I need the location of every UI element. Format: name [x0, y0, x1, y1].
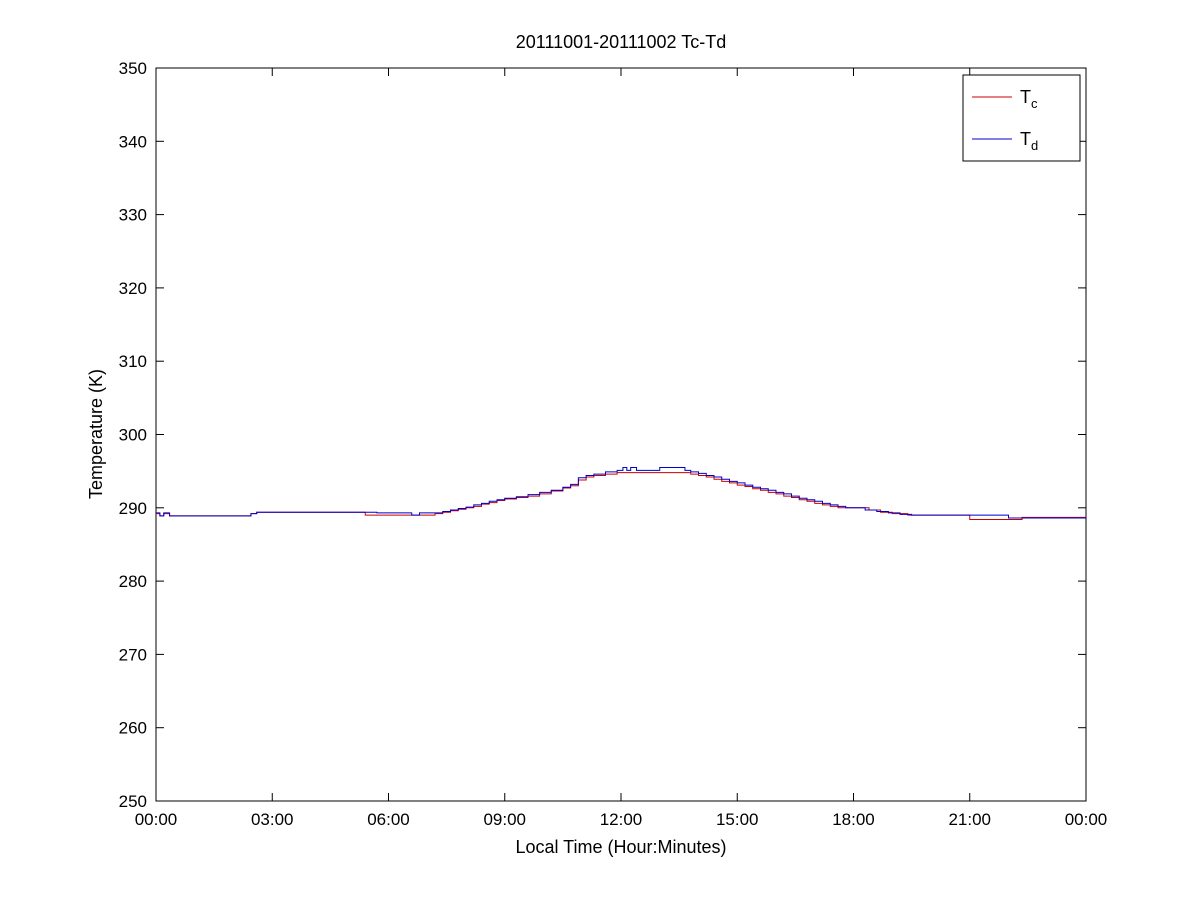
- series-line-td: [156, 466, 1086, 519]
- legend-label-td-main: T: [1020, 129, 1031, 149]
- x-tick-label: 15:00: [716, 810, 759, 829]
- legend-label-td-sub: d: [1031, 138, 1038, 153]
- chart-title: 20111001-20111002 Tc-Td: [516, 32, 727, 52]
- y-tick-label: 270: [119, 645, 147, 664]
- y-tick-label: 350: [119, 59, 147, 78]
- y-tick-label: 250: [119, 792, 147, 811]
- legend-label-tc: Tc: [1020, 87, 1038, 111]
- y-tick-label: 260: [119, 719, 147, 738]
- y-tick-label: 340: [119, 132, 147, 151]
- x-tick-label: 00:00: [1065, 810, 1108, 829]
- x-tick-label: 06:00: [367, 810, 410, 829]
- y-tick-label: 320: [119, 279, 147, 298]
- x-tick-label: 12:00: [600, 810, 643, 829]
- y-axis-label: Temperature (K): [86, 369, 106, 499]
- x-axis-ticks: 00:00 03:00 06:00 09:00 12:00 15:00 18:00 21:00…: [135, 68, 1108, 829]
- series-lines: [156, 466, 1086, 521]
- plot-box: [155, 67, 1087, 802]
- x-axis-label: Local Time (Hour:Minutes): [515, 837, 726, 857]
- x-tick-label: 03:00: [251, 810, 294, 829]
- x-tick-label: 09:00: [483, 810, 526, 829]
- y-tick-label: 300: [119, 426, 147, 445]
- x-tick-label: 00:00: [135, 810, 178, 829]
- y-tick-label: 330: [119, 206, 147, 225]
- x-tick-label: 18:00: [832, 810, 875, 829]
- legend-label-tc-sub: c: [1031, 96, 1038, 111]
- legend-box: [962, 74, 1081, 162]
- x-tick-label: 21:00: [948, 810, 991, 829]
- y-tick-label: 280: [119, 572, 147, 591]
- y-tick-label: 290: [119, 499, 147, 518]
- y-tick-label: 310: [119, 352, 147, 371]
- legend-label-tc-main: T: [1020, 87, 1031, 107]
- y-axis-ticks: 250 260 270 280 290 300 310 320 330 340 350: [119, 59, 1086, 811]
- legend-label-td: Td: [1020, 129, 1038, 153]
- legend: Tc Td: [962, 74, 1081, 162]
